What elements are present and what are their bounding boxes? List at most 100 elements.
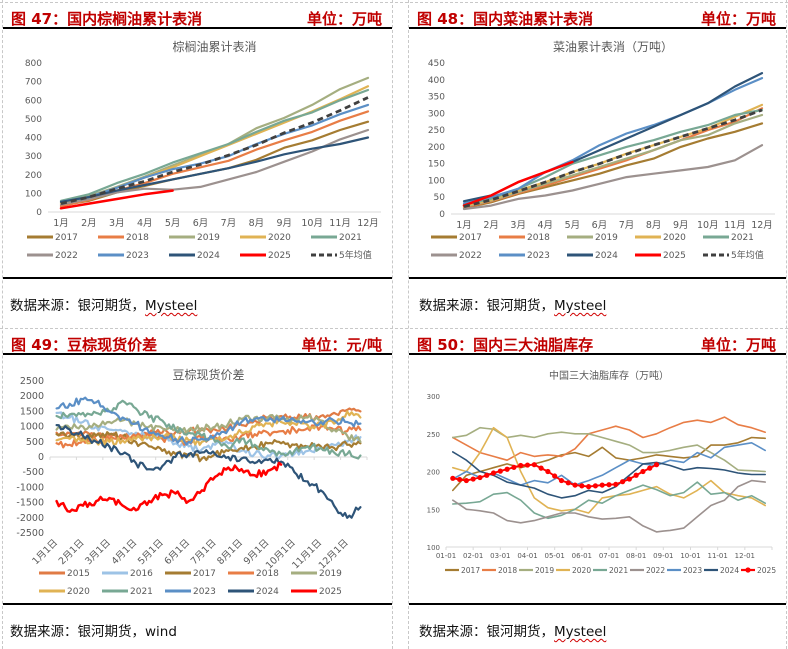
y-tick-label: 200 xyxy=(428,143,445,153)
source-prefix: 数据来源：银河期货， xyxy=(419,298,554,314)
series-line-2017 xyxy=(452,436,766,492)
source-prefix: 数据来源：银河期货， xyxy=(419,624,554,640)
x-tick-label: 8月1日 xyxy=(215,537,245,567)
x-tick-label: 4月 xyxy=(537,220,553,231)
series-marker-2025 xyxy=(497,468,503,474)
source-note-fig49: 数据来源：银河期货，wind xyxy=(10,620,177,640)
series-marker-2025 xyxy=(524,462,531,468)
series-marker-2025 xyxy=(531,462,537,468)
legend-label: 2021 xyxy=(130,587,153,597)
series-line-2022 xyxy=(452,479,766,533)
series-marker-2025 xyxy=(606,482,612,488)
legend-label: 2019 xyxy=(595,233,618,243)
series-line-2023 xyxy=(452,442,766,486)
x-tick-label: 12月1日 xyxy=(317,537,351,571)
x-tick-label: 12月 xyxy=(751,220,773,231)
x-tick-label: 02-01 xyxy=(463,552,483,560)
series-line-2021 xyxy=(59,88,370,202)
series-line-5年均值 xyxy=(463,108,763,208)
panel-header: 图 49：豆棕现货价差 单位：元/吨 xyxy=(3,329,392,355)
legend-label: 2025 xyxy=(663,251,686,261)
source-name: Mysteel xyxy=(554,624,607,640)
panel-bottom-rule xyxy=(409,277,786,279)
series-marker-2025 xyxy=(552,473,558,479)
y-tick-label: 1500 xyxy=(20,406,44,417)
panel-bottom-rule xyxy=(3,277,392,279)
unit-label: 单位：万吨 xyxy=(700,336,776,354)
series-marker-2025 xyxy=(456,476,463,483)
panel-fig50: 图 50：国内三大油脂库存 单位：万吨 中国三大油脂库存（万吨） 100 150 20… xyxy=(409,329,786,601)
panel-bottom-rule xyxy=(409,603,786,605)
divider-center-left xyxy=(392,0,393,649)
series-marker-2025 xyxy=(504,466,510,472)
chart-palm-oil-consumption: 棕榈油累计表消 0 100 200 300 400 500 600 700 800 1月 2月 3月 4月… xyxy=(25,39,381,261)
x-tick-label: 8月 xyxy=(646,220,662,231)
series-line-2024 xyxy=(55,424,362,519)
source-note-fig50: 数据来源：银河期货，Mysteel xyxy=(419,620,606,640)
divider-right-edge xyxy=(786,0,787,649)
legend-label: 2024 xyxy=(720,566,739,575)
x-tick-label: 7月 xyxy=(619,220,635,231)
x-tick-label: 2月 xyxy=(81,218,97,229)
y-tick-label: 300 xyxy=(427,393,440,401)
divider-middle xyxy=(0,328,788,329)
figure-title: 图 49：豆棕现货价差 xyxy=(11,336,158,354)
x-tick-label: 10月 xyxy=(697,220,719,231)
series-marker-2025 xyxy=(653,462,660,468)
x-tick-label: 2月 xyxy=(483,220,499,231)
legend-label: 2018 xyxy=(126,233,149,243)
legend-label: 2024 xyxy=(595,251,618,261)
source-note-fig48: 数据来源：银河期货，Mysteel xyxy=(419,294,606,314)
x-tick-label: 12月 xyxy=(357,218,379,229)
y-tick-label: 2000 xyxy=(20,391,44,402)
legend-label: 2015 xyxy=(67,569,90,579)
x-tick-label: 8月 xyxy=(249,218,265,229)
series-marker-2025 xyxy=(484,472,490,478)
legend-label: 2017 xyxy=(55,233,78,243)
y-tick-label: 1000 xyxy=(20,422,44,433)
x-tick-label: 5月1日 xyxy=(136,537,166,567)
series-marker-2025 xyxy=(450,475,456,481)
legend-marker-2025 xyxy=(745,567,751,573)
chart-title: 豆棕现货价差 xyxy=(172,367,244,382)
series-marker-2025 xyxy=(633,472,639,478)
series-line-2025 xyxy=(59,189,174,210)
y-tick-label: 150 xyxy=(427,506,440,514)
figure-title: 图 50：国内三大油脂库存 xyxy=(417,336,594,354)
series-line-2018 xyxy=(452,416,766,461)
source-name: Mysteel xyxy=(554,298,607,314)
chart-title: 棕榈油累计表消 xyxy=(172,39,256,54)
source-note-fig47: 数据来源：银河期货，Mysteel xyxy=(10,294,197,314)
series-marker-2025 xyxy=(470,476,476,482)
chart-rapeseed-oil-consumption: 菜油累计表消（万吨） 0 50 100 150 200 250 300 350 400 450 1月 2… xyxy=(428,40,775,261)
x-tick-label: 07-01 xyxy=(599,552,619,560)
y-tick-label: -1000 xyxy=(16,482,44,493)
legend-label: 2020 xyxy=(67,587,90,597)
legend-label: 5年均值 xyxy=(339,249,372,261)
y-tick-label: 0 xyxy=(439,210,445,220)
y-tick-label: 100 xyxy=(25,189,42,199)
legend-label: 2025 xyxy=(268,251,291,261)
x-tick-label: 9月 xyxy=(673,220,689,231)
series-marker-2025 xyxy=(647,465,653,471)
series-marker-2025 xyxy=(599,482,605,488)
y-tick-label: 150 xyxy=(428,160,445,170)
x-tick-label: 11-01 xyxy=(707,552,727,560)
panel-fig47: 图 47：国内棕榈油累计表消 单位：万吨 棕榈油累计表消 0 100 200 300 40… xyxy=(3,3,392,280)
legend-label: 2021 xyxy=(609,566,628,575)
y-tick-label: 350 xyxy=(428,93,445,103)
y-tick-label: 400 xyxy=(25,134,42,144)
legend-label: 2023 xyxy=(527,251,550,261)
x-tick-label: 05-01 xyxy=(544,552,564,560)
y-tick-label: -2500 xyxy=(16,528,44,539)
y-tick-label: 500 xyxy=(26,437,44,448)
series-marker-2025 xyxy=(558,477,565,484)
panel-fig49: 图 49：豆棕现货价差 单位：元/吨 豆棕现货价差 -2500 -2000 -1500… xyxy=(3,329,392,601)
unit-label: 单位：元/吨 xyxy=(301,336,382,354)
x-tick-label: 03-01 xyxy=(490,552,510,560)
panel-bottom-rule xyxy=(3,603,392,605)
series-marker-2025 xyxy=(538,465,544,471)
y-tick-label: -1500 xyxy=(16,498,44,509)
series-line-2019 xyxy=(452,426,766,473)
legend-label: 2022 xyxy=(459,251,482,261)
